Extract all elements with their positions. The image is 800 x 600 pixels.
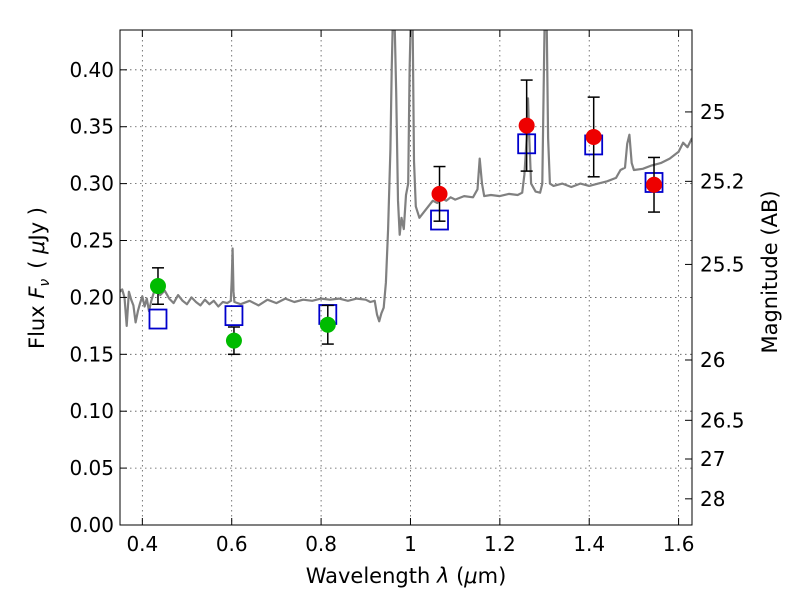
model-square-marker bbox=[148, 308, 168, 330]
x-tick-label: 0.4 bbox=[126, 532, 158, 556]
y-tick-label: 0.20 bbox=[69, 285, 114, 309]
data-point bbox=[585, 128, 602, 145]
y2-tick-label: 27 bbox=[700, 447, 725, 471]
plot-area bbox=[120, 30, 692, 525]
x-tick-label: 0.8 bbox=[305, 532, 337, 556]
y-tick-label: 0.25 bbox=[69, 229, 114, 253]
x-axis-label: Wavelength λ (μm) bbox=[306, 564, 507, 588]
y-tick-label: 0.35 bbox=[69, 115, 114, 139]
data-point bbox=[319, 316, 336, 333]
y2-axis: 25 25.2 25.5 26 26.5 27 28 bbox=[685, 100, 745, 511]
data-point bbox=[518, 117, 535, 134]
grid bbox=[120, 30, 692, 525]
plot-frame bbox=[119, 29, 693, 526]
data-point bbox=[431, 185, 448, 202]
y-tick-label: 0.15 bbox=[69, 342, 114, 366]
y2-axis-label: Magnitude (AB) bbox=[758, 190, 782, 353]
y2-tick-label: 25.5 bbox=[700, 252, 745, 276]
y-tick-label: 0.30 bbox=[69, 172, 114, 196]
y2-tick-label: 26.5 bbox=[700, 408, 745, 432]
model-square-marker bbox=[224, 305, 244, 327]
y-tick-label: 0.40 bbox=[69, 58, 114, 82]
y-axis-label: Flux Fν( μJy ) bbox=[25, 207, 53, 349]
marker-layer bbox=[148, 79, 664, 356]
y-tick-label: 0.10 bbox=[69, 399, 114, 423]
x-tick-label: 1 bbox=[404, 532, 417, 556]
y2-tick-label: 28 bbox=[700, 487, 725, 511]
x-tick-label: 1.4 bbox=[573, 532, 605, 556]
data-point bbox=[225, 332, 242, 349]
y-tick-label: 0.00 bbox=[69, 513, 114, 537]
x-tick-label: 0.6 bbox=[216, 532, 248, 556]
spectrum-line bbox=[120, 30, 692, 327]
spectrum-layer bbox=[120, 30, 692, 327]
y2-tick-label: 25 bbox=[700, 100, 725, 124]
y2-tick-label: 26 bbox=[700, 348, 725, 372]
y2-tick-label: 25.2 bbox=[700, 169, 745, 193]
data-point bbox=[149, 278, 166, 295]
y-axis: 0.00 0.05 0.10 0.15 0.20 0.25 0.30 0.35 0.40 bbox=[69, 58, 127, 537]
y-tick-label: 0.05 bbox=[69, 456, 114, 480]
x-tick-label: 1.6 bbox=[663, 532, 695, 556]
x-tick-label: 1.2 bbox=[484, 532, 516, 556]
x-axis: 0.4 0.6 0.8 1 1.2 1.4 1.6 bbox=[126, 30, 695, 556]
data-point bbox=[646, 176, 663, 193]
